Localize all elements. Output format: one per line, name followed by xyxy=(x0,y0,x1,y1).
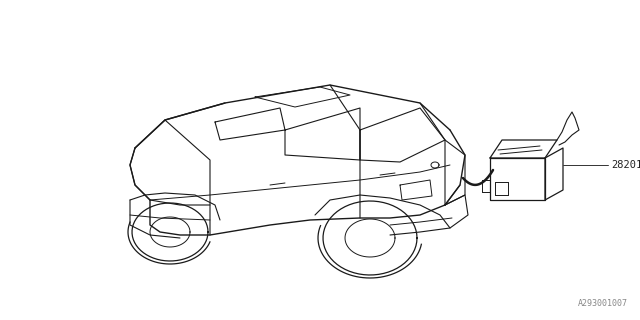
Text: A293001007: A293001007 xyxy=(578,299,628,308)
Text: 28201: 28201 xyxy=(611,160,640,170)
